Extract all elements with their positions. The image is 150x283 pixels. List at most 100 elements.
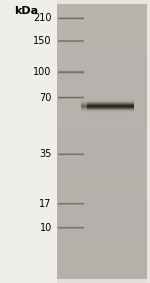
Bar: [57, 250, 147, 255]
Bar: [57, 108, 147, 113]
Bar: [57, 231, 147, 236]
Bar: [87, 100, 134, 101]
Bar: [87, 111, 134, 112]
Bar: [57, 66, 147, 71]
Bar: [57, 278, 147, 283]
Bar: [57, 226, 147, 231]
Bar: [87, 98, 134, 99]
Bar: [57, 203, 147, 207]
Bar: [57, 23, 147, 28]
Bar: [87, 108, 134, 109]
Bar: [81, 111, 87, 112]
Bar: [81, 100, 87, 101]
Bar: [57, 113, 147, 118]
Bar: [81, 98, 87, 99]
Bar: [57, 52, 147, 57]
Bar: [81, 107, 87, 108]
Bar: [81, 104, 87, 105]
Bar: [57, 245, 147, 250]
Bar: [57, 19, 147, 23]
Bar: [57, 222, 147, 226]
Bar: [87, 112, 134, 113]
Bar: [87, 104, 134, 105]
Bar: [81, 106, 87, 107]
Bar: [81, 99, 87, 100]
Bar: [57, 260, 147, 264]
Bar: [57, 264, 147, 269]
Bar: [57, 198, 147, 203]
Bar: [57, 38, 147, 42]
Bar: [57, 156, 147, 160]
Bar: [57, 71, 147, 76]
Bar: [57, 9, 147, 14]
Bar: [57, 207, 147, 212]
Bar: [57, 14, 147, 19]
Bar: [57, 104, 147, 108]
Text: 35: 35: [39, 149, 52, 159]
Bar: [81, 101, 87, 102]
Bar: [57, 179, 147, 184]
Bar: [57, 142, 147, 146]
Bar: [57, 33, 147, 38]
Bar: [87, 105, 134, 106]
Bar: [57, 61, 147, 66]
Bar: [87, 101, 134, 102]
Text: 70: 70: [39, 93, 52, 103]
Bar: [57, 193, 147, 198]
Bar: [87, 109, 134, 110]
Bar: [57, 146, 147, 151]
Bar: [87, 103, 134, 104]
Bar: [57, 0, 147, 5]
Bar: [87, 110, 134, 111]
Bar: [57, 5, 147, 9]
Bar: [57, 118, 147, 123]
Bar: [57, 123, 147, 127]
Bar: [57, 255, 147, 260]
Bar: [57, 57, 147, 61]
Bar: [57, 85, 147, 90]
Bar: [57, 94, 147, 99]
Bar: [57, 165, 147, 170]
Text: kDa: kDa: [14, 6, 38, 16]
Bar: [57, 76, 147, 80]
Bar: [57, 212, 147, 217]
Bar: [0, 0, 57, 283]
Text: 210: 210: [33, 13, 52, 23]
Bar: [81, 112, 87, 113]
Bar: [57, 170, 147, 175]
Bar: [81, 109, 87, 110]
Bar: [57, 47, 147, 52]
Bar: [57, 132, 147, 137]
Bar: [57, 90, 147, 94]
Bar: [57, 28, 147, 33]
Bar: [87, 113, 134, 114]
Bar: [81, 105, 87, 106]
Bar: [87, 107, 134, 108]
Bar: [87, 99, 134, 100]
Bar: [57, 236, 147, 241]
Bar: [57, 269, 147, 274]
Bar: [57, 184, 147, 189]
Bar: [57, 137, 147, 142]
Bar: [57, 274, 147, 278]
Bar: [81, 108, 87, 109]
Bar: [57, 4, 147, 279]
Bar: [57, 151, 147, 156]
Bar: [81, 113, 87, 114]
Text: 100: 100: [33, 67, 52, 77]
Text: 17: 17: [39, 199, 52, 209]
Bar: [57, 80, 147, 85]
Bar: [87, 102, 134, 103]
Text: 150: 150: [33, 36, 52, 46]
Bar: [87, 106, 134, 107]
Bar: [57, 127, 147, 132]
Text: 10: 10: [39, 223, 52, 233]
Bar: [57, 241, 147, 245]
Bar: [57, 42, 147, 47]
Bar: [81, 102, 87, 103]
Bar: [57, 99, 147, 104]
Bar: [57, 160, 147, 165]
Bar: [57, 217, 147, 222]
Bar: [81, 103, 87, 104]
Bar: [81, 110, 87, 111]
